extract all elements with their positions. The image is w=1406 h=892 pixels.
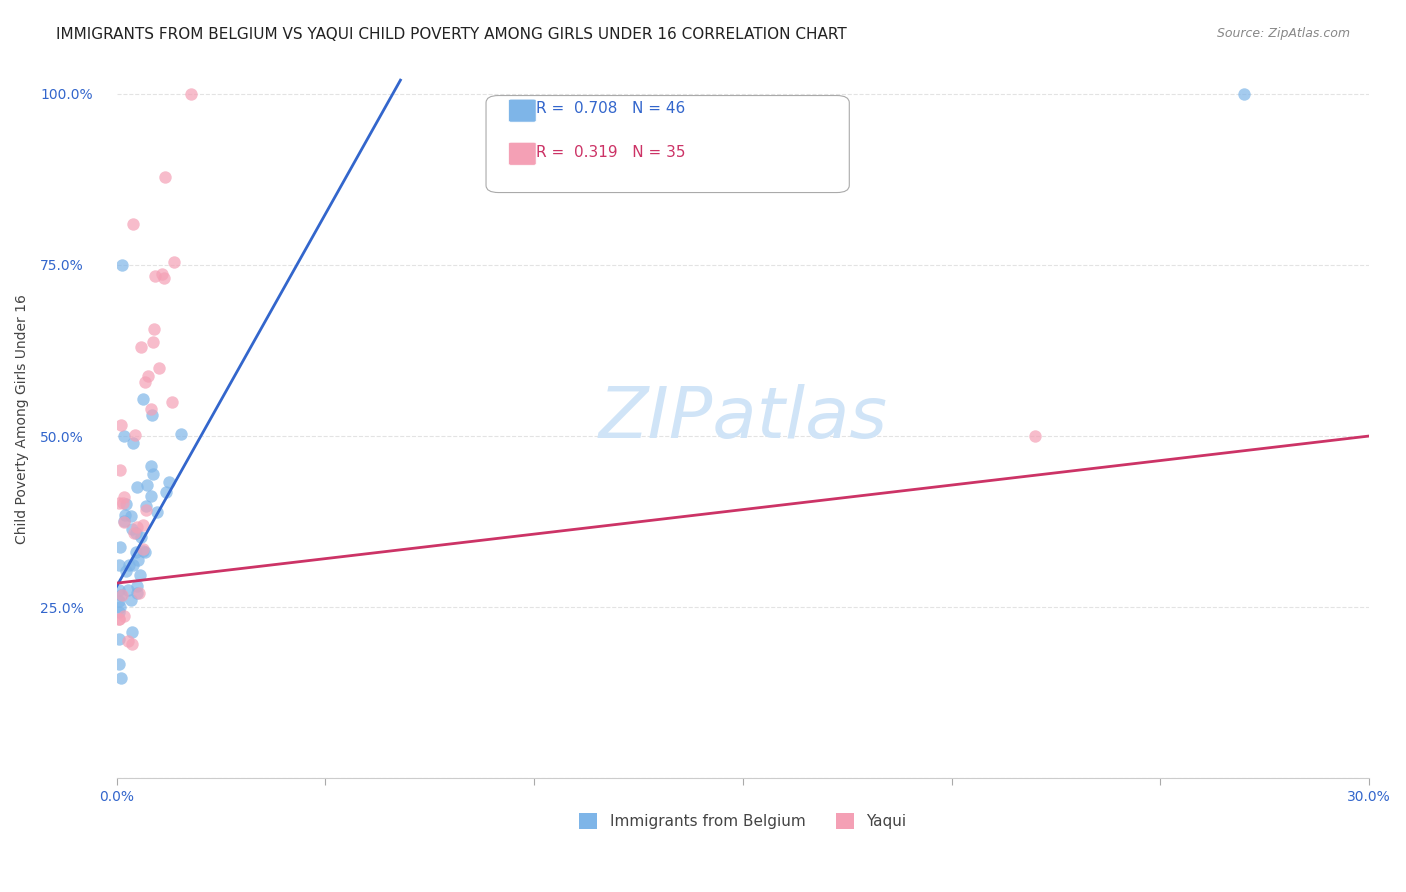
Point	[112, 515, 135, 529]
Point	[121, 625, 143, 640]
Point	[134, 545, 156, 559]
Point	[107, 612, 129, 626]
Point	[132, 517, 155, 532]
Point	[125, 526, 148, 541]
Point	[141, 401, 163, 416]
Point	[131, 340, 153, 354]
Point	[125, 580, 148, 594]
Point	[120, 593, 142, 607]
Point	[135, 499, 157, 513]
Point	[107, 583, 129, 598]
Text: ZIPatlas: ZIPatlas	[599, 384, 887, 453]
Point	[112, 491, 135, 505]
Point	[129, 530, 152, 544]
Point	[180, 87, 202, 101]
Point	[132, 541, 155, 556]
Point	[117, 634, 139, 648]
Point	[131, 543, 153, 558]
Point	[139, 489, 162, 503]
Point	[142, 467, 165, 482]
Point	[110, 418, 132, 433]
Point	[110, 588, 132, 602]
Text: IMMIGRANTS FROM BELGIUM VS YAQUI CHILD POVERTY AMONG GIRLS UNDER 16 CORRELATION : IMMIGRANTS FROM BELGIUM VS YAQUI CHILD P…	[56, 27, 846, 42]
Point	[108, 463, 131, 477]
Point	[127, 519, 149, 533]
Point	[107, 558, 129, 572]
Legend: Immigrants from Belgium, Yaqui: Immigrants from Belgium, Yaqui	[572, 807, 912, 835]
Point	[136, 369, 159, 384]
Point	[142, 322, 165, 336]
Point	[107, 632, 129, 647]
Point	[122, 525, 145, 540]
Point	[121, 558, 143, 572]
Text: R =  0.708   N = 46: R = 0.708 N = 46	[536, 102, 685, 117]
Point	[122, 435, 145, 450]
Point	[111, 258, 134, 272]
Point	[153, 271, 176, 285]
Point	[162, 254, 184, 268]
Point	[114, 564, 136, 578]
Point	[107, 594, 129, 608]
Point	[125, 545, 148, 559]
Point	[121, 508, 143, 523]
Point	[124, 427, 146, 442]
Point	[114, 609, 136, 624]
Point	[127, 586, 149, 600]
Point	[107, 612, 129, 626]
Text: Source: ZipAtlas.com: Source: ZipAtlas.com	[1216, 27, 1350, 40]
Point	[155, 485, 177, 500]
Point	[108, 600, 131, 615]
Point	[155, 170, 177, 185]
Point	[107, 605, 129, 619]
Point	[115, 497, 138, 511]
Point	[112, 428, 135, 442]
Point	[157, 475, 180, 489]
Point	[1024, 429, 1046, 443]
Point	[141, 408, 163, 422]
Point	[143, 268, 166, 283]
Point	[118, 558, 141, 573]
Point	[121, 637, 143, 651]
Point	[135, 503, 157, 517]
Point	[169, 427, 191, 442]
Point	[1233, 87, 1256, 101]
FancyBboxPatch shape	[509, 142, 536, 165]
Point	[112, 514, 135, 528]
Point	[108, 657, 131, 671]
FancyBboxPatch shape	[486, 95, 849, 193]
Point	[128, 585, 150, 599]
Point	[117, 583, 139, 598]
Point	[129, 568, 152, 582]
Point	[125, 479, 148, 493]
Point	[111, 588, 134, 602]
Point	[114, 508, 136, 523]
Point	[122, 217, 145, 231]
Text: R =  0.319   N = 35: R = 0.319 N = 35	[536, 145, 686, 160]
Point	[141, 458, 163, 473]
Point	[148, 360, 170, 375]
Point	[150, 267, 173, 281]
Point	[160, 394, 183, 409]
Point	[134, 375, 156, 389]
Y-axis label: Child Poverty Among Girls Under 16: Child Poverty Among Girls Under 16	[15, 294, 30, 544]
Point	[110, 671, 132, 685]
Point	[146, 505, 169, 519]
Point	[112, 496, 135, 510]
Point	[127, 552, 149, 566]
Point	[110, 541, 132, 555]
Point	[142, 334, 165, 349]
Point	[121, 522, 143, 536]
Point	[132, 392, 155, 406]
Point	[136, 478, 159, 492]
FancyBboxPatch shape	[509, 99, 536, 122]
Point	[107, 496, 129, 510]
